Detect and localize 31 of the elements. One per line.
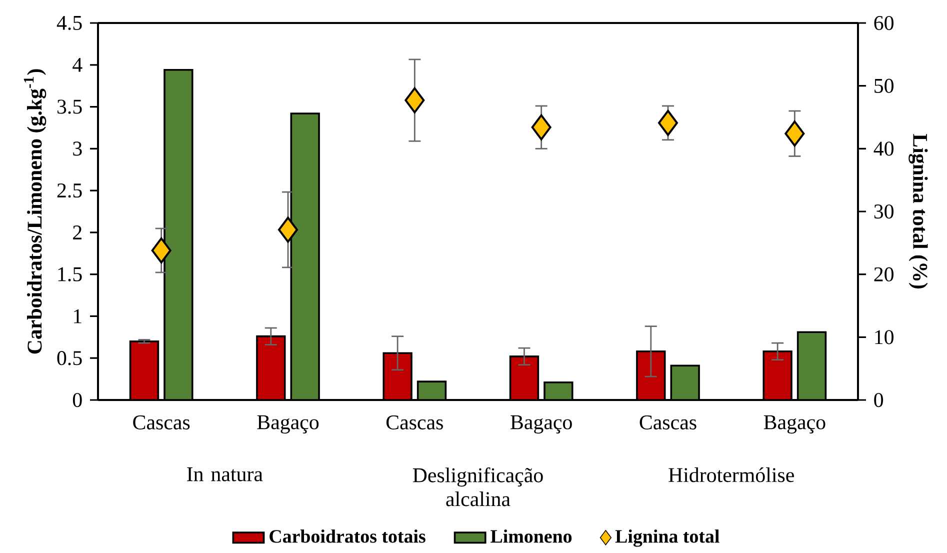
legend-label: Limoneno	[490, 529, 572, 543]
y-tick-label: 0.5	[57, 351, 82, 366]
x-tick-label: Cascas	[133, 415, 190, 430]
x-tick-label: Bagaço	[764, 415, 826, 434]
y2-tick-label: 0	[874, 392, 884, 408]
y-tick-label: 4.5	[56, 16, 82, 30]
y-tick-label: 0	[72, 392, 82, 408]
y-tick-label: 1.5	[58, 267, 82, 282]
y2-tick-label: 10	[875, 330, 894, 344]
y2-tick-label: 40	[874, 142, 894, 156]
legend-label: Carboidratos totais	[270, 529, 426, 543]
y-axis-title: Carboidratos/Limoneno (g.kg$^{-1}$)	[24, 69, 46, 354]
y-tick-label: 4	[72, 58, 82, 72]
y2-tick-label: 30	[874, 204, 894, 219]
y-tick-label: 2	[73, 226, 82, 240]
x-tick-label: Bagaço	[257, 415, 319, 434]
y-tick-label: 1	[74, 309, 82, 324]
text: In natura	[187, 467, 263, 482]
legend-label: Lignina total	[615, 529, 720, 547]
y2-tick-label: 60	[874, 16, 894, 30]
y-tick-label: 2.5	[57, 183, 82, 198]
x-tick-label: Cascas	[640, 415, 696, 430]
y-tick-label: 3.5	[57, 100, 82, 114]
text: Deslignificação alcalina	[412, 467, 543, 506]
x-tick-label: Bagaço	[510, 415, 572, 434]
y2-tick-label: 20	[874, 267, 894, 282]
text: Hidrotermólise	[668, 467, 794, 482]
x-tick-label: Cascas	[386, 415, 443, 430]
y-tick-label: 3	[73, 142, 82, 156]
y2-axis-title: Lignina total (%)	[908, 134, 928, 288]
y2-tick-label: 50	[874, 78, 894, 93]
